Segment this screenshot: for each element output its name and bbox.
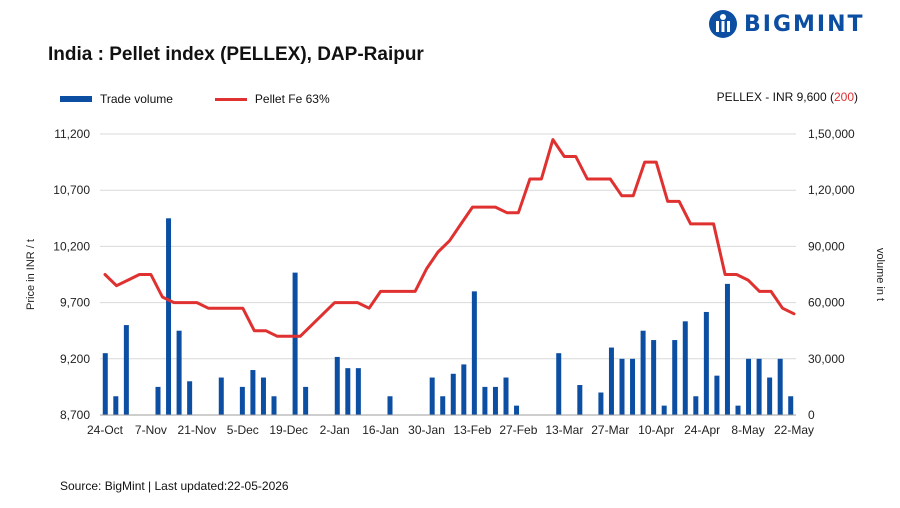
y-left-tick-label: 10,700: [53, 183, 90, 197]
volume-bar: [260, 377, 266, 415]
volume-bar: [514, 405, 520, 415]
volume-bar: [608, 347, 614, 415]
volume-bar: [334, 356, 340, 415]
volume-bar: [788, 396, 794, 415]
volume-bar: [471, 291, 477, 415]
y-left-tick-label: 8,700: [60, 408, 90, 422]
pellex-change: 200: [833, 90, 854, 104]
volume-bar: [123, 325, 129, 415]
x-tick-label: 2-Jan: [320, 423, 350, 437]
source-note: Source: BigMint | Last updated:22-05-202…: [60, 479, 289, 493]
x-tick-label: 21-Nov: [178, 423, 217, 437]
legend-bar-swatch: [60, 96, 92, 102]
volume-bar: [640, 330, 646, 415]
volume-bar: [693, 396, 699, 415]
volume-bar: [187, 381, 193, 415]
volume-bar: [387, 396, 393, 415]
volume-bar: [746, 358, 752, 415]
volume-bar: [345, 368, 351, 415]
x-tick-label: 27-Feb: [499, 423, 537, 437]
x-tick-label: 7-Nov: [135, 423, 167, 437]
volume-bar: [271, 396, 277, 415]
volume-bar: [619, 358, 625, 415]
y-right-tick-label: 30,000: [808, 352, 845, 366]
price-line: [103, 138, 796, 338]
volume-bar: [651, 340, 657, 415]
volume-bar: [492, 386, 498, 415]
volume-bar: [102, 353, 108, 415]
y-right-tick-label: 1,20,000: [808, 183, 855, 197]
volume-bar: [672, 340, 678, 415]
volume-bar: [661, 405, 667, 415]
volume-bar: [724, 283, 730, 415]
pellex-info-suffix: ): [854, 90, 858, 104]
volume-bar: [777, 358, 783, 415]
x-tick-label: 13-Mar: [545, 423, 583, 437]
y-right-tick-label: 60,000: [808, 296, 845, 310]
volume-bar: [239, 386, 245, 415]
y-right-axis-label: volume in t: [874, 248, 886, 301]
x-tick-label: 8-May: [731, 423, 764, 437]
y-right-tick-label: 1,50,000: [808, 127, 855, 141]
x-tick-label: 22-May: [774, 423, 814, 437]
volume-bar: [482, 386, 488, 415]
volume-bar: [461, 364, 467, 415]
volume-bar: [577, 385, 583, 415]
legend-line-swatch: [214, 97, 247, 101]
volume-bar: [250, 370, 256, 415]
volume-bar: [355, 368, 361, 415]
y-right-tick-label: 90,000: [808, 239, 845, 253]
y-left-tick-label: 9,700: [60, 296, 90, 310]
volume-bar: [556, 353, 562, 415]
volume-bar: [756, 358, 762, 415]
volume-bar: [292, 272, 298, 415]
y-left-axis-label: Price in INR / t: [25, 239, 37, 310]
x-tick-label: 30-Jan: [408, 423, 445, 437]
volume-bar: [682, 321, 688, 415]
volume-bar: [440, 396, 446, 415]
volume-bar: [450, 373, 456, 415]
volume-bar: [598, 392, 604, 415]
brand-logo: BIGMINT: [708, 6, 865, 42]
x-tick-label: 5-Dec: [227, 423, 259, 437]
chart-legend: Trade volume Pellet Fe 63%: [60, 92, 372, 106]
volume-bar: [735, 405, 741, 415]
y-right-tick-label: 0: [808, 408, 815, 422]
x-tick-label: 24-Oct: [87, 423, 124, 437]
legend-item-price: Pellet Fe 63%: [214, 92, 330, 106]
y-left-tick-label: 10,200: [53, 239, 90, 253]
x-tick-label: 16-Jan: [362, 423, 399, 437]
volume-bar: [166, 218, 172, 415]
volume-bar: [714, 375, 720, 415]
volume-bar: [176, 330, 182, 415]
bigmint-logo-icon: [709, 10, 737, 38]
pellex-info: PELLEX - INR 9,600 (200): [717, 90, 858, 104]
brand-name: BIGMINT: [744, 11, 865, 37]
x-tick-label: 10-Apr: [638, 423, 674, 437]
chart-title: India : Pellet index (PELLEX), DAP-Raipu…: [48, 44, 424, 65]
volume-bar: [155, 386, 161, 415]
y-left-tick-label: 11,200: [54, 127, 90, 141]
pellex-info-prefix: PELLEX - INR 9,600 (: [716, 90, 834, 104]
x-tick-label: 19-Dec: [269, 423, 308, 437]
volume-bar: [703, 311, 709, 415]
volume-bar: [767, 377, 773, 415]
y-left-tick-label: 9,200: [60, 352, 90, 366]
volume-bar: [303, 386, 309, 415]
x-tick-label: 27-Mar: [591, 423, 629, 437]
legend-bar-label: Trade volume: [100, 92, 173, 106]
x-tick-label: 13-Feb: [453, 423, 491, 437]
volume-bar: [503, 377, 509, 415]
volume-bar: [630, 358, 636, 415]
volume-bar: [218, 377, 224, 415]
legend-line-label: Pellet Fe 63%: [254, 92, 330, 106]
volume-bar: [113, 396, 119, 415]
volume-bar: [429, 377, 435, 415]
legend-item-volume: Trade volume: [60, 92, 173, 106]
x-tick-label: 24-Apr: [684, 423, 720, 437]
